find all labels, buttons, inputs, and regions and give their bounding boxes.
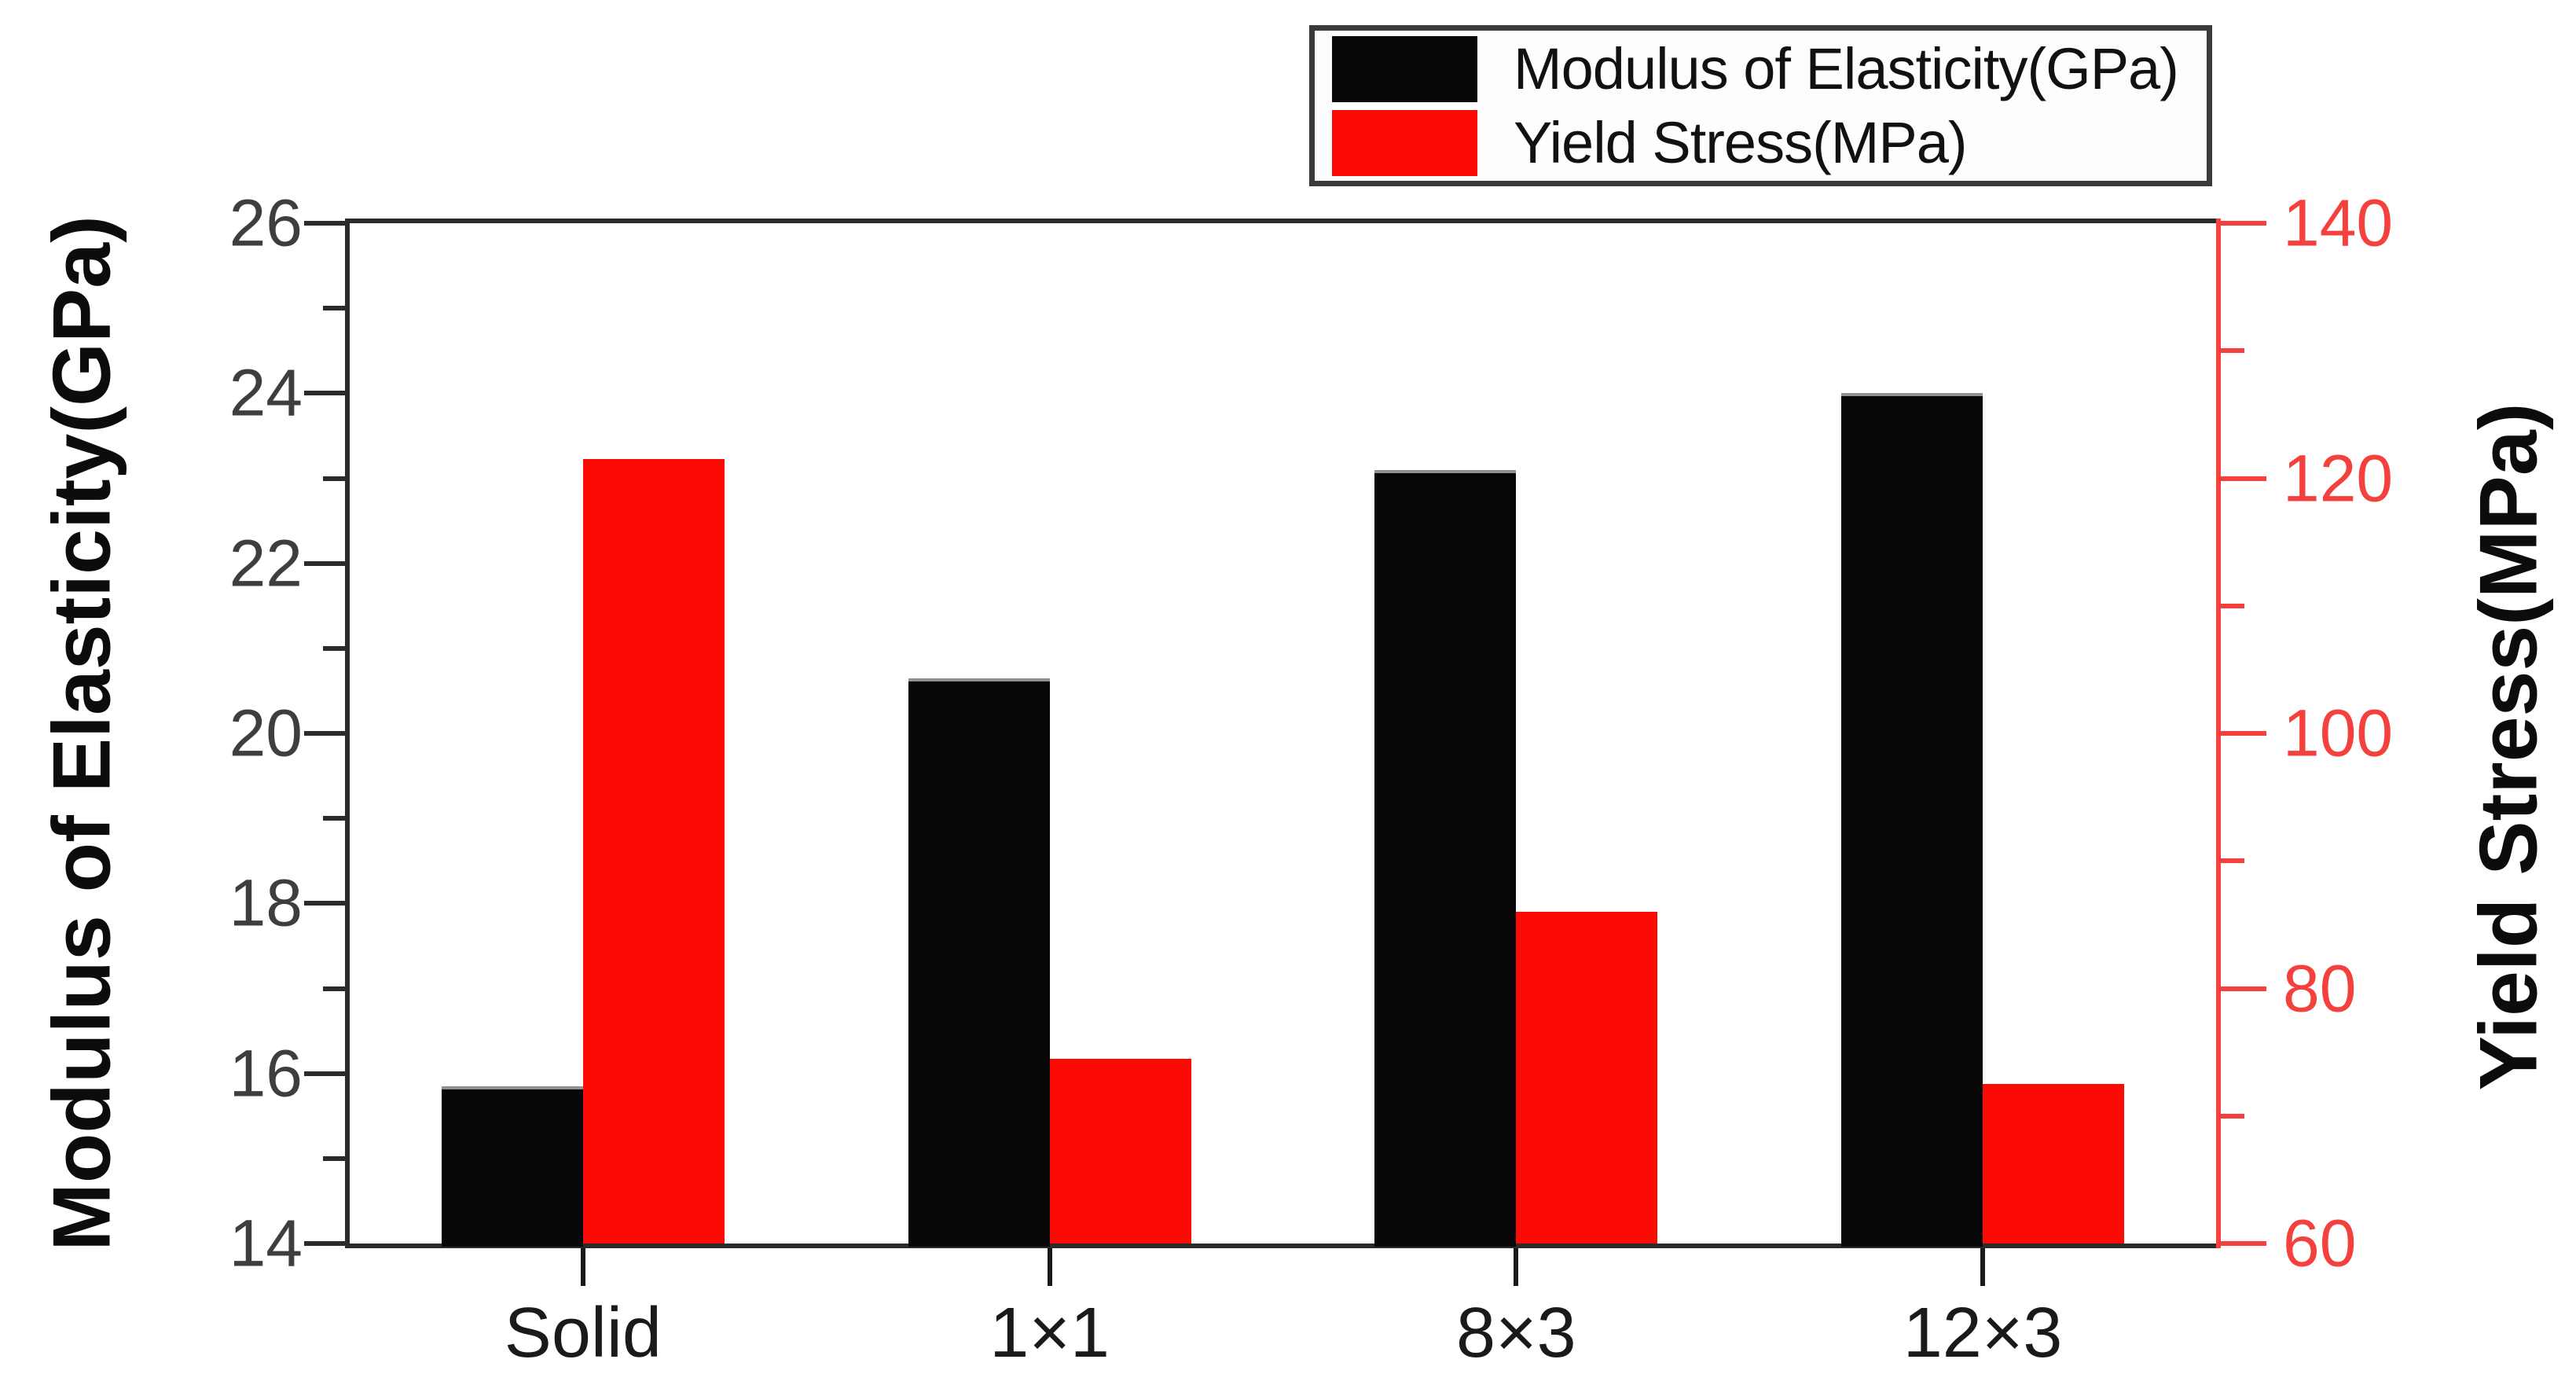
left-axis-tick-label: 16 <box>229 1036 303 1111</box>
right-axis-major-tick <box>2221 221 2266 226</box>
left-axis-minor-tick <box>323 306 345 311</box>
left-axis-minor-tick <box>323 476 345 481</box>
bar-modulus-1×1 <box>908 678 1050 1247</box>
left-axis-tick-label: 26 <box>229 186 303 260</box>
left-axis-tick-label: 24 <box>229 355 303 430</box>
x-axis-line <box>345 1244 2221 1248</box>
right-axis-major-tick <box>2221 476 2266 481</box>
x-axis-category-label: 1×1 <box>989 1294 1110 1372</box>
right-axis-line <box>2216 219 2221 1248</box>
left-axis-tick-label: 22 <box>229 526 303 601</box>
legend-item-yield-stress: Yield Stress(MPa) <box>1332 109 2207 176</box>
right-axis-tick-label: 60 <box>2283 1206 2357 1280</box>
legend-item-modulus: Modulus of Elasticity(GPa) <box>1332 35 2207 102</box>
bar-yield-stress-Solid <box>582 459 725 1244</box>
legend-label-modulus: Modulus of Elasticity(GPa) <box>1514 36 2179 101</box>
plot-frame-top <box>345 219 2221 223</box>
legend-swatch-modulus-icon <box>1332 35 1477 102</box>
x-axis-category-label: 12×3 <box>1903 1294 2063 1372</box>
x-axis-tick <box>1980 1248 1986 1286</box>
left-axis-minor-tick <box>323 1155 345 1161</box>
left-axis-tick-label: 20 <box>229 696 303 770</box>
left-axis-minor-tick <box>323 816 345 821</box>
right-axis-minor-tick <box>2221 858 2244 864</box>
left-axis-major-tick <box>304 1241 345 1246</box>
legend-swatch-yield-stress-icon <box>1332 109 1477 176</box>
right-axis-title: Yield Stress(MPa) <box>2463 402 2555 1091</box>
left-axis-major-tick <box>304 560 345 566</box>
left-axis-tick-label: 14 <box>229 1206 303 1280</box>
left-axis-major-tick <box>304 1071 345 1076</box>
x-axis-tick <box>1514 1248 1519 1286</box>
right-axis-minor-tick <box>2221 603 2244 608</box>
left-axis-major-tick <box>304 391 345 396</box>
bar-yield-stress-1×1 <box>1049 1058 1191 1244</box>
x-axis-category-label: Solid <box>504 1294 662 1372</box>
left-axis-minor-tick <box>323 986 345 991</box>
right-axis-tick-label: 120 <box>2283 441 2394 515</box>
bar-modulus-12×3 <box>1841 393 1983 1247</box>
right-axis-major-tick <box>2221 1241 2266 1246</box>
right-axis-tick-label: 100 <box>2283 696 2394 770</box>
right-axis-tick-label: 140 <box>2283 186 2394 260</box>
legend-box: Modulus of Elasticity(GPa) Yield Stress(… <box>1309 25 2212 186</box>
right-axis-major-tick <box>2221 731 2266 736</box>
bar-modulus-Solid <box>441 1086 583 1247</box>
x-axis-tick <box>580 1248 585 1286</box>
x-axis-category-label: 8×3 <box>1456 1294 1576 1372</box>
left-axis-major-tick <box>304 221 345 226</box>
bar-modulus-8×3 <box>1374 469 1517 1247</box>
right-axis-minor-tick <box>2221 348 2244 354</box>
y-axis-line <box>345 219 350 1248</box>
x-axis-tick <box>1047 1248 1052 1286</box>
left-axis-minor-tick <box>323 645 345 651</box>
bar-yield-stress-8×3 <box>1516 912 1658 1244</box>
right-axis-minor-tick <box>2221 1113 2244 1119</box>
right-axis-tick-label: 80 <box>2283 951 2357 1025</box>
right-axis-major-tick <box>2221 986 2266 991</box>
legend-label-yield-stress: Yield Stress(MPa) <box>1514 110 1968 175</box>
bar-yield-stress-12×3 <box>1983 1084 2125 1244</box>
left-axis-major-tick <box>304 901 345 906</box>
left-axis-major-tick <box>304 731 345 736</box>
left-axis-tick-label: 18 <box>229 865 303 940</box>
